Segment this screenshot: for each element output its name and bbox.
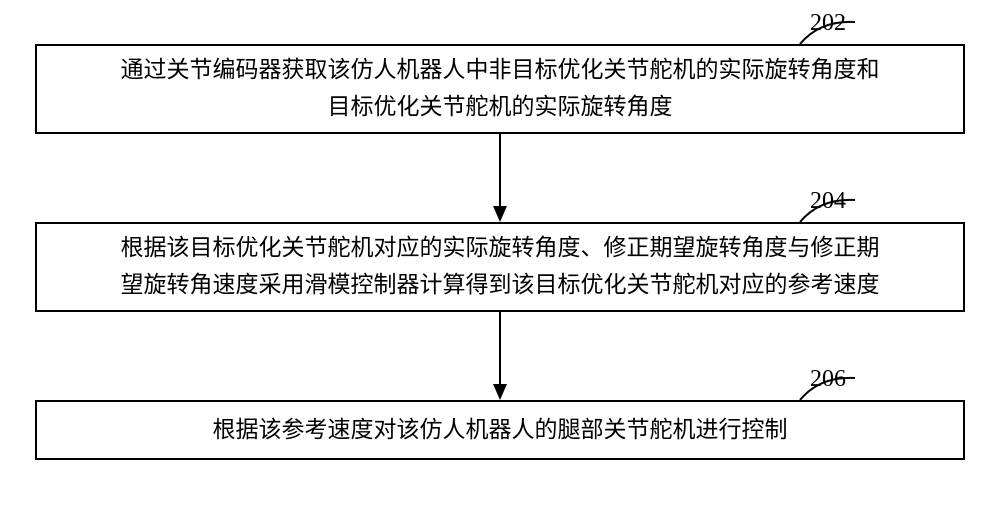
step-202-line1: 通过关节编码器获取该仿人机器人中非目标优化关节舵机的实际旋转角度和	[121, 57, 880, 82]
step-number-202: 202	[810, 10, 846, 37]
step-206-line1: 根据该参考速度对该仿人机器人的腿部关节舵机进行控制	[213, 417, 788, 442]
step-text-206: 根据该参考速度对该仿人机器人的腿部关节舵机进行控制	[213, 412, 788, 449]
step-number-204: 204	[810, 188, 846, 215]
flowchart-container: 通过关节编码器获取该仿人机器人中非目标优化关节舵机的实际旋转角度和 目标优化关节…	[0, 0, 1000, 523]
step-204-line2: 望旋转角速度采用滑模控制器计算得到该目标优化关节舵机对应的参考速度	[121, 272, 880, 297]
step-text-204: 根据该目标优化关节舵机对应的实际旋转角度、修正期望旋转角度与修正期 望旋转角速度…	[121, 230, 880, 304]
step-number-206: 206	[810, 366, 846, 393]
step-text-202: 通过关节编码器获取该仿人机器人中非目标优化关节舵机的实际旋转角度和 目标优化关节…	[121, 52, 880, 126]
step-204-line1: 根据该目标优化关节舵机对应的实际旋转角度、修正期望旋转角度与修正期	[121, 235, 880, 260]
step-box-204: 根据该目标优化关节舵机对应的实际旋转角度、修正期望旋转角度与修正期 望旋转角速度…	[35, 222, 965, 312]
step-box-206: 根据该参考速度对该仿人机器人的腿部关节舵机进行控制	[35, 400, 965, 460]
step-202-line2: 目标优化关节舵机的实际旋转角度	[328, 94, 673, 119]
step-box-202: 通过关节编码器获取该仿人机器人中非目标优化关节舵机的实际旋转角度和 目标优化关节…	[35, 44, 965, 134]
